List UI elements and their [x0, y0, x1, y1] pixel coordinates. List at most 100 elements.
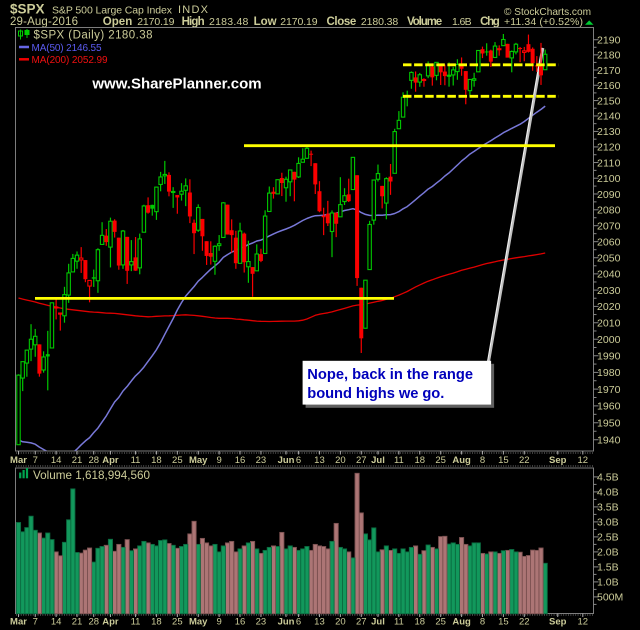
svg-text:2130: 2130: [597, 126, 621, 138]
svg-text:4.5B: 4.5B: [597, 472, 619, 484]
svg-text:25: 25: [435, 616, 446, 627]
svg-text:May: May: [189, 455, 208, 466]
svg-text:Sep: Sep: [549, 616, 567, 627]
svg-text:14: 14: [51, 616, 62, 627]
svg-text:Jun: Jun: [278, 616, 295, 627]
svg-text:1980: 1980: [597, 367, 621, 379]
svg-text:© StockCharts.com: © StockCharts.com: [504, 7, 591, 18]
svg-text:11: 11: [394, 455, 404, 466]
svg-text:Chg: Chg: [480, 16, 500, 28]
svg-text:15: 15: [498, 455, 509, 466]
svg-text:4.0B: 4.0B: [597, 487, 619, 499]
svg-text:$SPX (Daily) 2180.38: $SPX (Daily) 2180.38: [34, 29, 153, 41]
svg-text:2150: 2150: [597, 95, 621, 107]
svg-text:2170.19: 2170.19: [137, 16, 174, 28]
svg-text:May: May: [189, 616, 208, 627]
svg-text:Volume 1,618,994,560: Volume 1,618,994,560: [33, 469, 150, 482]
svg-text:14: 14: [51, 455, 62, 466]
svg-text:1.0B: 1.0B: [597, 577, 619, 589]
svg-text:20: 20: [335, 455, 346, 466]
svg-text:www.SharePlanner.com: www.SharePlanner.com: [91, 75, 261, 92]
svg-text:2160: 2160: [597, 80, 621, 92]
svg-text:25: 25: [172, 616, 183, 627]
svg-text:2090: 2090: [597, 189, 621, 201]
svg-text:20: 20: [335, 616, 346, 627]
svg-text:13: 13: [314, 455, 325, 466]
svg-text:27: 27: [356, 616, 367, 627]
svg-text:Jun: Jun: [278, 455, 295, 466]
svg-text:23: 23: [256, 455, 267, 466]
svg-text:MA(200) 2052.99: MA(200) 2052.99: [32, 55, 108, 66]
svg-text:MA(50) 2146.55: MA(50) 2146.55: [32, 43, 102, 54]
svg-text:2040: 2040: [597, 269, 621, 281]
svg-text:Volume: Volume: [407, 16, 442, 28]
svg-text:8: 8: [480, 455, 485, 466]
svg-text:+11.34 (+0.52%): +11.34 (+0.52%): [504, 16, 583, 28]
svg-text:11: 11: [131, 616, 141, 627]
svg-text:2170.19: 2170.19: [280, 16, 317, 28]
svg-text:Open: Open: [103, 16, 133, 28]
svg-text:2070: 2070: [597, 220, 621, 232]
svg-text:Mar: Mar: [10, 455, 27, 466]
svg-text:S&P 500 Large Cap Index: S&P 500 Large Cap Index: [52, 5, 173, 17]
svg-text:1940: 1940: [597, 435, 621, 447]
svg-text:1970: 1970: [597, 384, 621, 396]
svg-text:$SPX: $SPX: [10, 2, 45, 17]
svg-text:2180.38: 2180.38: [361, 16, 398, 28]
svg-text:16: 16: [235, 455, 246, 466]
svg-text:18: 18: [151, 455, 162, 466]
svg-text:29-Aug-2016: 29-Aug-2016: [10, 16, 78, 28]
svg-text:22: 22: [519, 616, 530, 627]
svg-text:15: 15: [498, 616, 509, 627]
svg-text:Jul: Jul: [371, 616, 385, 627]
svg-text:Mar: Mar: [10, 616, 27, 627]
svg-text:2050: 2050: [597, 253, 621, 265]
svg-text:2110: 2110: [597, 157, 621, 169]
svg-text:2170: 2170: [597, 65, 621, 77]
svg-text:1.5B: 1.5B: [597, 562, 619, 574]
svg-text:2180: 2180: [597, 50, 621, 62]
svg-text:High: High: [182, 16, 205, 28]
svg-text:22: 22: [519, 455, 530, 466]
svg-text:2120: 2120: [597, 142, 621, 154]
svg-text:2.5B: 2.5B: [597, 532, 619, 544]
svg-text:21: 21: [72, 455, 83, 466]
svg-text:16: 16: [235, 616, 246, 627]
svg-text:2020: 2020: [597, 301, 621, 313]
svg-text:7: 7: [33, 455, 38, 466]
svg-text:1.6B: 1.6B: [452, 16, 472, 28]
svg-text:2060: 2060: [597, 236, 621, 248]
svg-text:9: 9: [216, 455, 221, 466]
svg-text:27: 27: [356, 455, 367, 466]
svg-text:6: 6: [296, 616, 301, 627]
svg-text:28: 28: [88, 455, 99, 466]
svg-text:2.0B: 2.0B: [597, 547, 619, 559]
svg-text:7: 7: [33, 616, 38, 627]
svg-text:12: 12: [578, 616, 589, 627]
svg-text:2190: 2190: [597, 35, 621, 47]
svg-text:12: 12: [578, 455, 589, 466]
svg-text:9: 9: [216, 616, 221, 627]
svg-text:3.0B: 3.0B: [597, 517, 619, 529]
svg-text:2030: 2030: [597, 285, 621, 297]
svg-text:Low: Low: [254, 16, 277, 28]
svg-text:1950: 1950: [597, 418, 621, 430]
svg-text:28: 28: [88, 616, 99, 627]
svg-text:2140: 2140: [597, 111, 621, 123]
svg-text:500M: 500M: [597, 592, 623, 604]
svg-text:Apr: Apr: [102, 616, 119, 627]
svg-text:Apr: Apr: [102, 455, 119, 466]
svg-text:6: 6: [296, 455, 301, 466]
svg-text:Aug: Aug: [452, 455, 471, 466]
svg-text:Jul: Jul: [371, 455, 385, 466]
svg-text:2080: 2080: [597, 205, 621, 217]
svg-text:INDX: INDX: [178, 4, 209, 16]
svg-text:25: 25: [435, 455, 446, 466]
svg-text:1990: 1990: [597, 351, 621, 363]
svg-text:2183.48: 2183.48: [209, 16, 249, 28]
svg-text:8: 8: [480, 616, 485, 627]
svg-text:18: 18: [414, 616, 425, 627]
svg-text:2100: 2100: [597, 173, 621, 185]
svg-text:3.5B: 3.5B: [597, 502, 619, 514]
svg-text:11: 11: [131, 455, 141, 466]
